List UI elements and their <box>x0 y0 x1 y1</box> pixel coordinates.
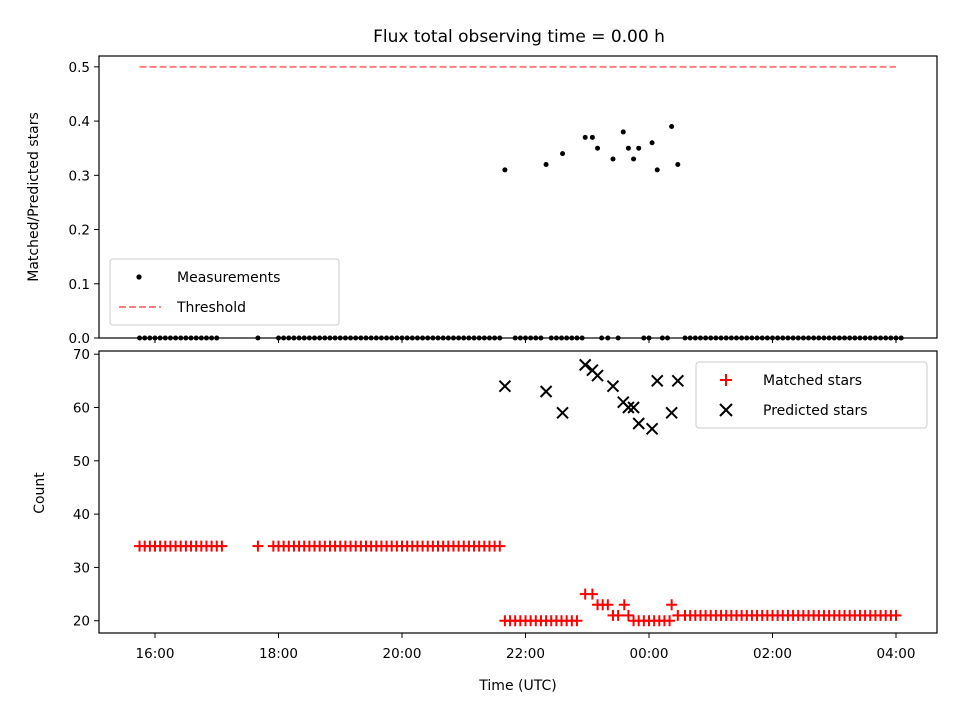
top-title: Flux total observing time = 0.00 h <box>373 27 665 47</box>
bottom-ytick-label: 40 <box>73 507 90 523</box>
predicted-star-point <box>498 379 512 393</box>
matched-star-point <box>571 615 583 627</box>
measurement-point <box>675 161 681 167</box>
predicted-star-point <box>556 406 569 420</box>
matched-star-point <box>618 599 630 611</box>
measurement-point <box>589 134 595 140</box>
bottom-ytick-label: 30 <box>73 560 90 576</box>
top-ytick-label: 0.1 <box>69 277 90 293</box>
top-y-axis-label: Matched/Predicted stars <box>26 112 42 282</box>
bottom-xtick-label: 18:00 <box>259 646 298 662</box>
matched-star-point <box>252 540 264 552</box>
measurement-point <box>669 124 675 129</box>
matched-star-point <box>612 609 624 621</box>
predicted-star-point <box>539 385 553 398</box>
legend-matched-marker <box>720 374 732 386</box>
top-ytick-label: 0.2 <box>69 223 90 239</box>
measurement-point <box>649 140 655 146</box>
matched-star-point <box>602 599 614 611</box>
measurement-point <box>620 129 626 135</box>
legend-measurements-marker <box>136 274 142 280</box>
bottom-panel: Count Time (UTC) 20 30 40 50 60 70 16:00 18:00… <box>32 347 938 694</box>
matched-star-point <box>586 588 598 600</box>
bottom-ytick-label: 70 <box>73 347 90 363</box>
bottom-ytick-label: 60 <box>73 401 90 417</box>
measurement-point <box>595 145 601 151</box>
bottom-x-ticks: 16:00 18:00 20:00 22:00 00:00 02:00 04:00 <box>136 633 916 662</box>
top-panel: Flux total observing time = 0.00 h Match… <box>26 27 938 347</box>
bottom-xtick-label: 02:00 <box>753 646 792 662</box>
legend-predicted-label: Predicted stars <box>763 403 868 419</box>
bottom-plot-frame <box>98 350 938 634</box>
legend-measurements-label: Measurements <box>177 270 280 286</box>
matched-star-point <box>890 609 902 621</box>
predicted-star-point <box>591 369 604 382</box>
predicted-star-point <box>622 401 635 414</box>
bottom-y-ticks: 20 30 40 50 60 70 <box>73 347 99 630</box>
predicted-star-point <box>578 358 592 372</box>
bottom-xtick-label: 20:00 <box>383 646 422 662</box>
legend-matched-label: Matched stars <box>763 373 862 389</box>
measurement-point <box>543 161 549 167</box>
bottom-xtick-label: 16:00 <box>136 646 175 662</box>
top-ytick-label: 0.3 <box>69 168 90 184</box>
bottom-ytick-label: 50 <box>73 454 90 470</box>
matched-star-point <box>216 540 228 552</box>
predicted-star-point <box>632 417 645 430</box>
predicted-star-point <box>671 374 685 388</box>
bottom-xtick-label: 22:00 <box>506 646 545 662</box>
predicted-star-point <box>627 401 640 414</box>
top-ytick-label: 0.4 <box>69 114 90 130</box>
legend-threshold-label: Threshold <box>176 300 246 316</box>
top-ytick-label: 0.5 <box>69 60 90 76</box>
matched-star-point <box>622 609 634 621</box>
top-ytick-label: 0.0 <box>69 331 90 347</box>
bottom-ytick-label: 20 <box>73 614 90 630</box>
predicted-star-point <box>665 406 678 420</box>
measurement-point <box>625 145 631 151</box>
top-legend: Measurements Threshold <box>109 258 340 326</box>
measurement-point <box>560 151 566 157</box>
bottom-series <box>134 358 902 627</box>
predicted-star-point <box>606 379 620 393</box>
matched-star-point <box>664 615 676 627</box>
bottom-xtick-label: 04:00 <box>877 646 916 662</box>
top-y-ticks: 0.0 0.1 0.2 0.3 0.4 0.5 <box>69 60 99 347</box>
predicted-star-point <box>651 374 664 388</box>
measurement-point <box>636 145 642 151</box>
top-plot-frame <box>98 55 938 339</box>
top-legend-box <box>109 258 340 326</box>
bottom-y-axis-label: Count <box>32 472 48 514</box>
bottom-legend-box <box>695 361 928 429</box>
legend-predicted-marker <box>719 403 733 417</box>
measurement-point <box>631 156 637 162</box>
measurement-point <box>610 156 616 162</box>
matched-star-point <box>494 540 506 552</box>
measurement-point <box>582 134 588 140</box>
measurement-point <box>502 167 508 173</box>
bottom-legend: Matched stars Predicted stars <box>695 361 928 429</box>
bottom-x-axis-label: Time (UTC) <box>478 678 556 694</box>
measurement-point <box>654 167 660 173</box>
matched-star-point <box>666 599 678 611</box>
bottom-xtick-label: 00:00 <box>630 646 669 662</box>
predicted-star-point <box>645 422 659 436</box>
